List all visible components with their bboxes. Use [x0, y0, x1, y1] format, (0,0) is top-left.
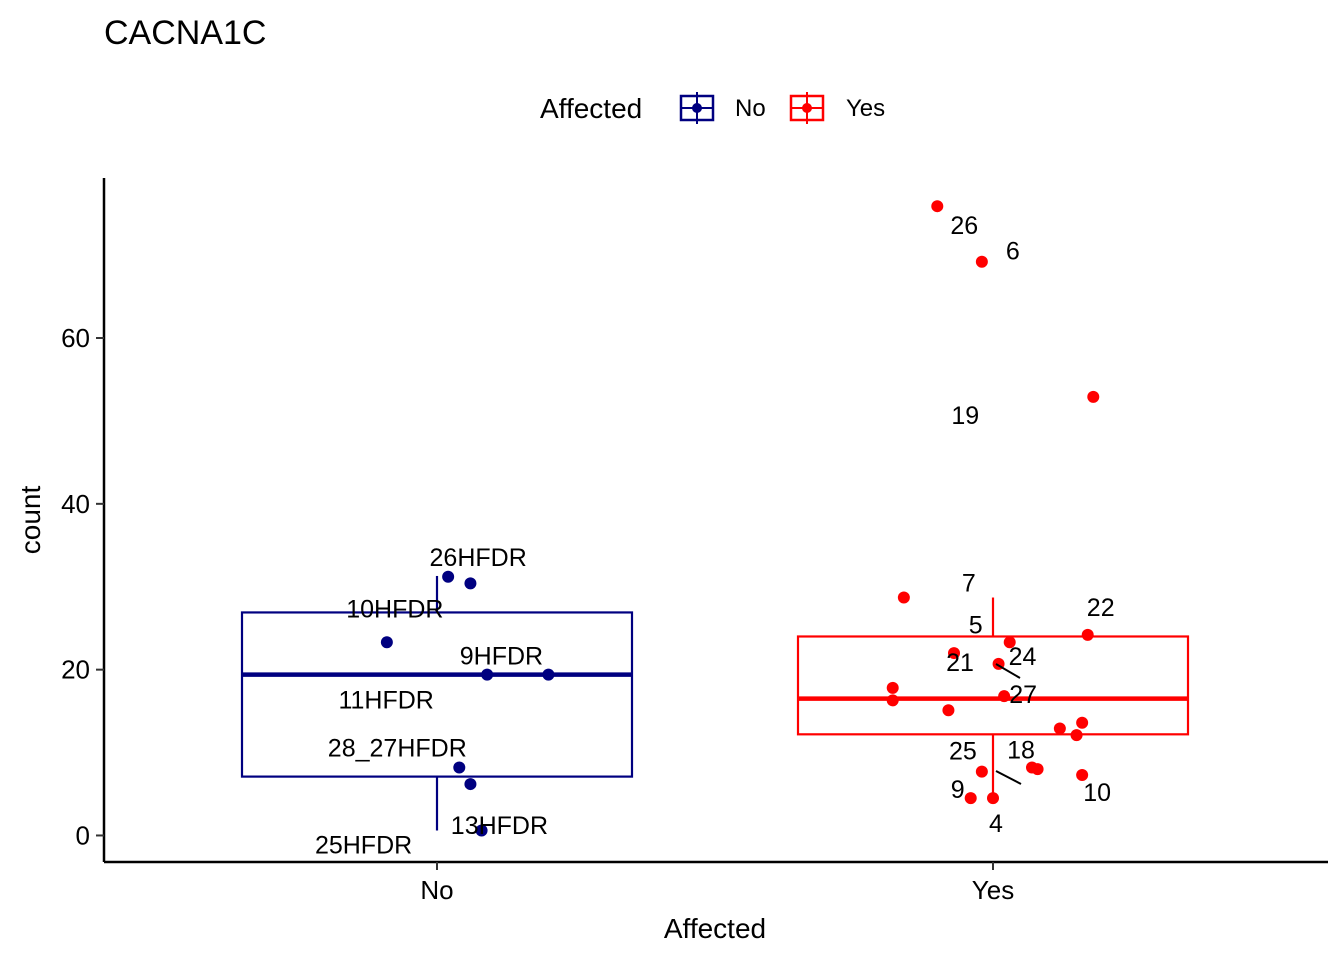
data-point: [464, 577, 477, 590]
points: [380, 200, 1100, 837]
data-point: [886, 694, 899, 707]
point-label: 26HFDR: [430, 544, 527, 572]
point-label: 18: [1007, 736, 1035, 764]
data-point: [931, 200, 944, 213]
point-label: 26: [950, 212, 978, 240]
data-point: [1070, 729, 1083, 742]
data-point: [987, 792, 999, 805]
box-no: [240, 611, 634, 778]
legend-label-yes: Yes: [846, 95, 885, 122]
point-label: 27: [1009, 681, 1037, 709]
point-label: 6: [1006, 238, 1020, 266]
x-tick-label: No: [420, 875, 453, 905]
data-point: [897, 591, 910, 604]
data-point: [453, 761, 466, 774]
data-point: [481, 668, 494, 681]
point-label: 9HFDR: [460, 643, 543, 671]
data-point: [948, 647, 960, 660]
axes: 0 20 40 60 No Yes: [61, 178, 1328, 905]
label-leader-line: [995, 770, 1022, 785]
point-label: 25HFDR: [315, 831, 412, 859]
data-point: [464, 778, 477, 791]
data-point: [1003, 636, 1016, 649]
y-axis-title: count: [15, 486, 46, 555]
data-point: [886, 681, 899, 694]
data-point: [1031, 763, 1044, 776]
data-point: [1087, 390, 1100, 403]
data-point: [475, 824, 488, 837]
point-label: 25: [949, 738, 977, 766]
data-point: [1081, 628, 1094, 641]
data-point: [998, 690, 1011, 703]
y-tick-label: 60: [61, 323, 90, 353]
data-point: [1053, 722, 1066, 735]
legend-key-no: [679, 92, 715, 124]
point-label: 24: [1009, 643, 1037, 671]
box-yes: [796, 635, 1190, 736]
data-point: [975, 255, 988, 268]
data-point: [380, 636, 393, 649]
data-point: [1076, 716, 1089, 729]
y-tick-label: 0: [76, 820, 90, 850]
data-point: [542, 668, 555, 681]
legend-key-yes: [789, 92, 825, 124]
boxes: [240, 575, 1190, 831]
data-point: [1076, 768, 1089, 781]
point-label: 28_27HFDR: [328, 734, 467, 762]
point-labels: 26HFDR 10HFDR 9HFDR 11HFDR 28_27HFDR 13HFDR 25…: [315, 212, 1115, 859]
data-point: [975, 765, 988, 778]
point-label: 9: [951, 776, 965, 804]
legend-title: Affected: [540, 93, 642, 124]
point-label: 19: [951, 402, 979, 430]
legend-label-no: No: [735, 95, 766, 122]
data-point: [964, 792, 977, 805]
point-label: 10: [1083, 779, 1111, 807]
point-label: 22: [1087, 594, 1115, 622]
y-tick-label: 40: [61, 489, 90, 519]
y-tick-label: 20: [61, 655, 90, 685]
point-label: 11HFDR: [338, 687, 433, 715]
x-axis-title: Affected: [664, 913, 766, 944]
chart-title: CACNA1C: [104, 14, 266, 52]
point-label: 21: [946, 649, 974, 677]
data-point: [942, 704, 955, 717]
point-label: 5: [969, 611, 983, 639]
point-label: 7: [962, 570, 976, 598]
x-tick-label: Yes: [972, 875, 1014, 905]
data-point: [442, 570, 455, 583]
point-label: 4: [989, 810, 1003, 838]
point-label: 10HFDR: [346, 595, 443, 623]
label-leader-line: [995, 663, 1021, 679]
point-label: 13HFDR: [451, 812, 548, 840]
legend: Affected No Yes: [540, 92, 885, 124]
